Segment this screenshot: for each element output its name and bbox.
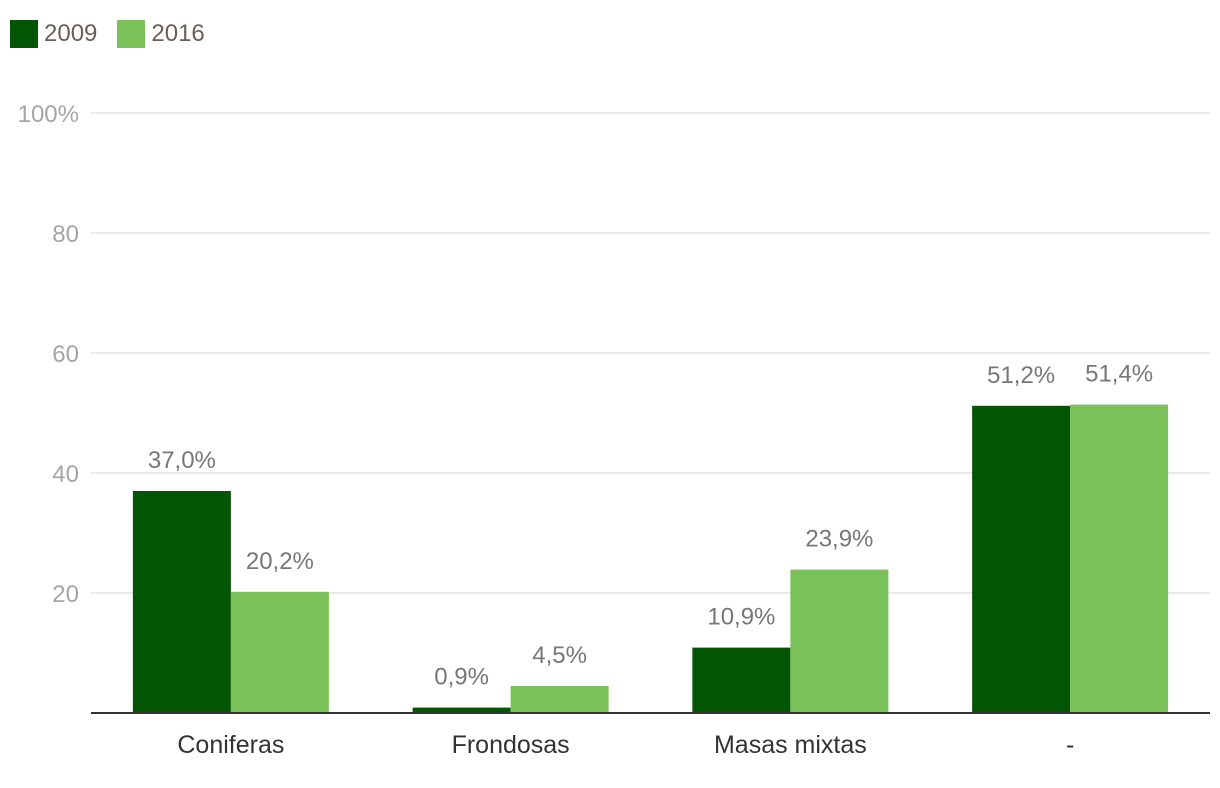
y-tick-label: 60 xyxy=(52,341,79,368)
data-label: 10,9% xyxy=(707,604,775,631)
bar-2016-1[interactable] xyxy=(510,686,609,713)
data-label: 37,0% xyxy=(148,447,216,474)
bar-2016-0[interactable] xyxy=(230,591,329,713)
x-category-label: Frondosas xyxy=(452,731,570,759)
bar-2016-3[interactable] xyxy=(1070,404,1169,713)
data-label: 4,5% xyxy=(532,642,587,669)
y-tick-label: 100% xyxy=(18,101,79,128)
x-category-label: Masas mixtas xyxy=(714,731,867,759)
legend-swatch-2016 xyxy=(117,20,146,48)
legend-label-2009: 2009 xyxy=(44,20,98,47)
y-tick-label: 20 xyxy=(52,581,79,608)
x-category-label: - xyxy=(1066,731,1074,759)
data-label: 20,2% xyxy=(246,548,314,575)
y-tick-label: 40 xyxy=(52,461,79,488)
legend-label-2016: 2016 xyxy=(151,20,205,47)
bar-2009-3[interactable] xyxy=(972,405,1071,713)
legend-item-2009[interactable]: 2009 xyxy=(10,20,97,48)
bar-2009-2[interactable] xyxy=(692,647,791,713)
legend: 2009 2016 xyxy=(10,18,225,50)
data-label: 51,4% xyxy=(1085,361,1153,388)
data-label: 0,9% xyxy=(434,664,489,691)
data-label: 51,2% xyxy=(987,362,1055,389)
legend-swatch-2009 xyxy=(10,20,38,48)
bar-2009-1[interactable] xyxy=(412,707,511,713)
y-tick-label: 80 xyxy=(52,221,79,248)
data-label: 23,9% xyxy=(805,526,873,553)
bar-2009-0[interactable] xyxy=(132,491,231,713)
legend-item-2016[interactable]: 2016 xyxy=(117,20,205,48)
x-category-label: Coniferas xyxy=(177,731,284,759)
bar-2016-2[interactable] xyxy=(790,569,889,713)
